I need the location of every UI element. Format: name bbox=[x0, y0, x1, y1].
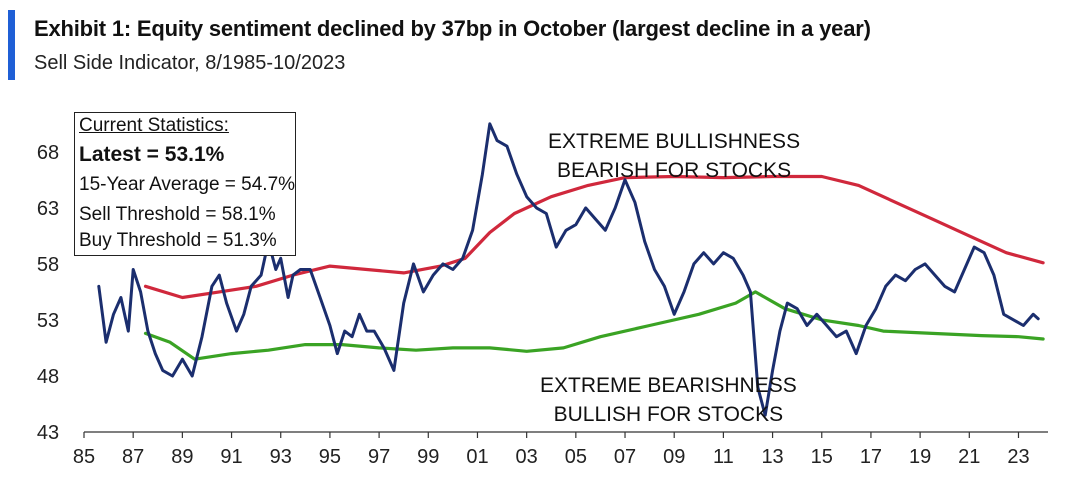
chart-axes: 85 87 89 91 93 95 97 99 01 03 05 07 09 11 13 15 17 19 21 23… bbox=[37, 142, 1048, 468]
x-tick-label: 93 bbox=[270, 446, 292, 468]
annotation-bullish-line1: EXTREME BULLISHNESS bbox=[548, 130, 801, 153]
x-tick-label: 09 bbox=[663, 446, 685, 468]
x-tick-label: 99 bbox=[417, 446, 439, 468]
y-tick-label: 68 bbox=[37, 142, 59, 164]
stats-sell-threshold: Sell Threshold = 58.1% bbox=[79, 204, 276, 225]
x-tick-label: 85 bbox=[73, 446, 95, 468]
buy-threshold-line bbox=[143, 290, 1045, 361]
x-tick-label: 07 bbox=[614, 446, 636, 468]
x-tick-label: 91 bbox=[220, 446, 242, 468]
x-tick-label: 13 bbox=[761, 446, 783, 468]
x-tick-label: 05 bbox=[565, 446, 587, 468]
x-tick-label: 23 bbox=[1007, 446, 1029, 468]
x-tick-label: 97 bbox=[368, 446, 390, 468]
x-tick-label: 89 bbox=[171, 446, 193, 468]
x-tick-label: 21 bbox=[958, 446, 980, 468]
exhibit-subtitle: Sell Side Indicator, 8/1985-10/2023 bbox=[34, 52, 346, 74]
x-tick-label: 01 bbox=[466, 446, 488, 468]
x-tick-label: 17 bbox=[860, 446, 882, 468]
x-tick-label: 95 bbox=[319, 446, 341, 468]
current-statistics-box: Current Statistics: Latest = 53.1% 15-Ye… bbox=[74, 112, 296, 256]
y-tick-label: 43 bbox=[37, 422, 59, 444]
annotation-bearish: EXTREME BEARISHNESS BULLISH FOR STOCKS bbox=[540, 371, 797, 429]
accent-bar bbox=[8, 10, 15, 80]
y-tick-label: 48 bbox=[37, 366, 59, 388]
stats-buy-threshold: Buy Threshold = 51.3% bbox=[79, 230, 277, 251]
x-tick-label: 19 bbox=[909, 446, 931, 468]
stats-latest: Latest = 53.1% bbox=[79, 143, 225, 166]
annotation-bullish-line2: BEARISH FOR STOCKS bbox=[556, 159, 792, 182]
sell-side-indicator-line bbox=[97, 122, 1040, 417]
exhibit-title: Exhibit 1: Equity sentiment declined by … bbox=[34, 16, 871, 41]
stats-average: 15-Year Average = 54.7% bbox=[79, 174, 296, 195]
y-tick-label: 63 bbox=[37, 198, 59, 220]
x-tick-label: 15 bbox=[811, 446, 833, 468]
y-tick-label: 53 bbox=[37, 310, 59, 332]
annotation-bearish-line2: BULLISH FOR STOCKS bbox=[553, 403, 784, 426]
annotation-bullish: EXTREME BULLISHNESS BEARISH FOR STOCKS bbox=[548, 127, 800, 185]
x-tick-label: 11 bbox=[713, 446, 734, 468]
x-tick-label: 03 bbox=[516, 446, 538, 468]
x-tick-label: 87 bbox=[122, 446, 144, 468]
chart-lines bbox=[97, 122, 1045, 417]
annotation-bearish-line1: EXTREME BEARISHNESS bbox=[540, 374, 797, 397]
y-tick-label: 58 bbox=[37, 254, 59, 276]
stats-heading: Current Statistics: bbox=[79, 115, 229, 136]
